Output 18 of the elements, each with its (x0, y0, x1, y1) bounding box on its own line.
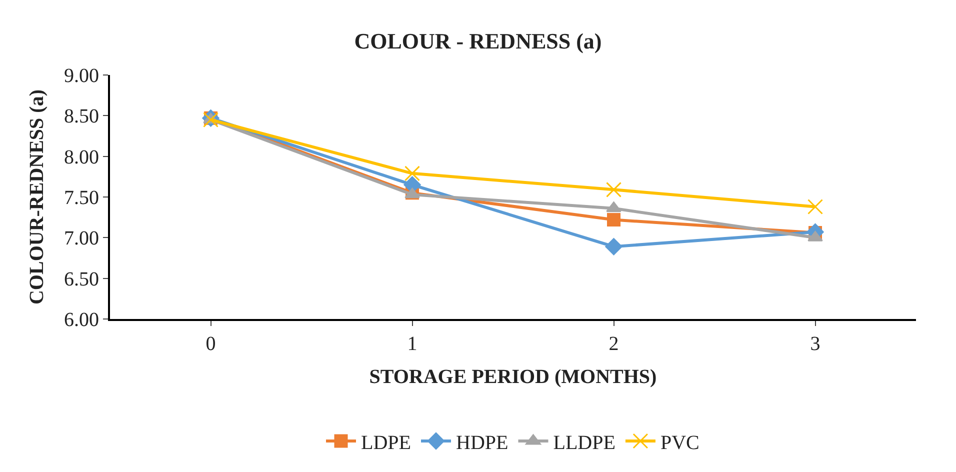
y-tick-label: 6.50 (64, 268, 99, 290)
x-tick-label: 3 (810, 333, 820, 355)
y-tick-label: 9.00 (64, 65, 99, 87)
y-axis-title: COLOUR-REDNESS (a) (26, 89, 48, 305)
x-axis-title: STORAGE PERIOD (MONTHS) (369, 366, 657, 388)
legend-label: LDPE (361, 432, 411, 454)
y-tick-label: 8.50 (64, 106, 99, 128)
y-tick-label: 6.00 (64, 309, 99, 331)
x-tick-label: 2 (608, 333, 619, 355)
x-tick-label: 0 (206, 333, 216, 355)
legend-label: PVC (660, 432, 700, 454)
legend-label: LLDPE (553, 432, 616, 454)
x-tick-label: 1 (407, 333, 418, 355)
legend-label: HDPE (456, 432, 508, 454)
chart-title: COLOUR - REDNESS (a) (354, 28, 602, 54)
y-tick-label: 8.00 (64, 146, 99, 168)
y-tick-label: 7.00 (64, 228, 99, 250)
y-tick-label: 7.50 (64, 187, 99, 209)
